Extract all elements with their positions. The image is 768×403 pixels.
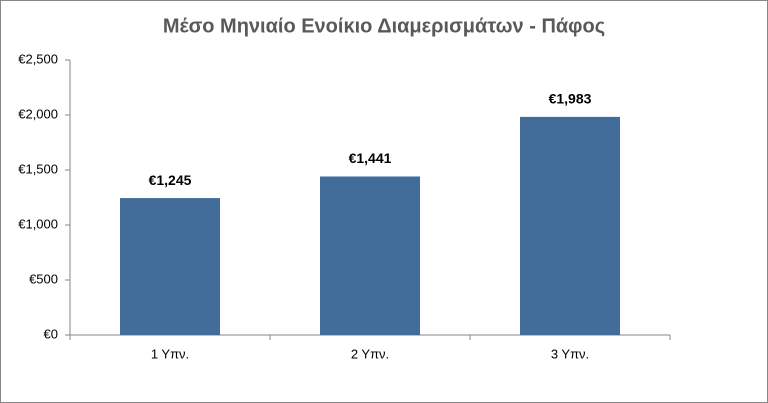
bar xyxy=(520,116,620,336)
x-tick-label: 2 Υπν. xyxy=(351,346,389,361)
y-tick-label: €2,500 xyxy=(18,51,58,66)
x-tick-label: 1 Υπν. xyxy=(151,346,189,361)
y-tick-label: €500 xyxy=(29,271,58,286)
data-label: €1,245 xyxy=(149,172,192,188)
chart-title: Μέσο Μηνιαίο Ενοίκιο Διαμερισμάτων - Πάφ… xyxy=(163,15,605,37)
y-tick-label: €1,000 xyxy=(18,216,58,231)
bar xyxy=(120,198,220,335)
data-label: €1,983 xyxy=(549,91,592,107)
x-tick-label: 3 Υπν. xyxy=(551,346,589,361)
data-label: €1,441 xyxy=(349,150,392,166)
y-tick-label: €2,000 xyxy=(18,106,58,121)
bar xyxy=(320,176,420,335)
y-tick-label: €0 xyxy=(44,326,58,341)
y-tick-label: €1,500 xyxy=(18,161,58,176)
